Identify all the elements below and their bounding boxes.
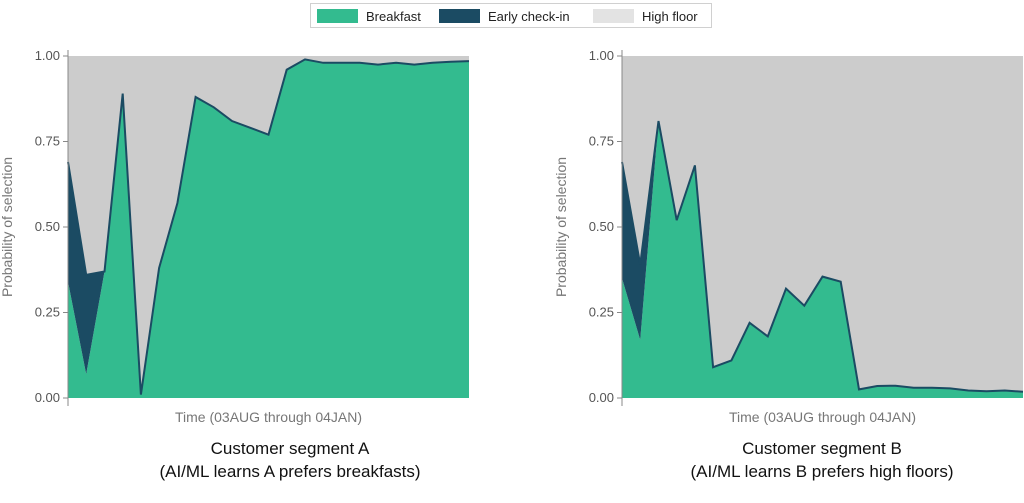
area-high-floor xyxy=(622,56,1023,392)
y-tick-label: 0.00 xyxy=(35,390,60,405)
legend-swatch-high-floor xyxy=(593,9,634,23)
area-breakfast xyxy=(68,59,469,399)
chart-caption-line: Customer segment A xyxy=(211,439,370,458)
legend-label-early-check-in: Early check-in xyxy=(488,8,570,24)
y-axis-title: Probability of selection xyxy=(0,157,15,297)
legend-item-breakfast: Breakfast xyxy=(317,7,421,25)
y-tick-label: 1.00 xyxy=(589,48,614,63)
y-tick-label: 0.75 xyxy=(35,134,60,149)
y-tick-label: 0.25 xyxy=(589,305,614,320)
legend-swatch-breakfast xyxy=(317,9,358,23)
area-breakfast xyxy=(622,121,1023,398)
y-tick-label: 1.00 xyxy=(35,48,60,63)
legend-item-early-check-in: Early check-in xyxy=(439,7,570,25)
legend-item-high-floor: High floor xyxy=(593,7,698,25)
chart-caption-line: Customer segment B xyxy=(742,439,902,458)
legend-swatch-early-check-in xyxy=(439,9,480,23)
legend-label-breakfast: Breakfast xyxy=(366,8,421,24)
y-tick-label: 0.25 xyxy=(35,305,60,320)
legend: Breakfast Early check-in High floor xyxy=(310,3,712,28)
chart-segment-a: 0.00 0.25 0.50 0.75 1.00 Probability of selec… xyxy=(0,48,470,481)
y-axis-title: Probability of selection xyxy=(553,157,569,297)
series-boundary-line xyxy=(67,58,470,395)
chart-caption-line: (AI/ML learns A prefers breakfasts) xyxy=(159,462,420,481)
legend-label-high-floor: High floor xyxy=(642,8,698,24)
series-boundary-line xyxy=(621,120,1024,393)
chart-segment-b: 0.00 0.25 0.50 0.75 1.00 Probability of selec… xyxy=(553,48,1024,481)
x-axis-title: Time (03AUG through 04JAN) xyxy=(729,409,916,425)
y-tick-label: 0.50 xyxy=(35,219,60,234)
chart-caption-line: (AI/ML learns B prefers high floors) xyxy=(691,462,954,481)
area-high-floor xyxy=(68,56,469,395)
x-axis-title: Time (03AUG through 04JAN) xyxy=(175,409,362,425)
y-tick-label: 0.75 xyxy=(589,134,614,149)
y-tick-label: 0.50 xyxy=(589,219,614,234)
y-tick-label: 0.00 xyxy=(589,390,614,405)
